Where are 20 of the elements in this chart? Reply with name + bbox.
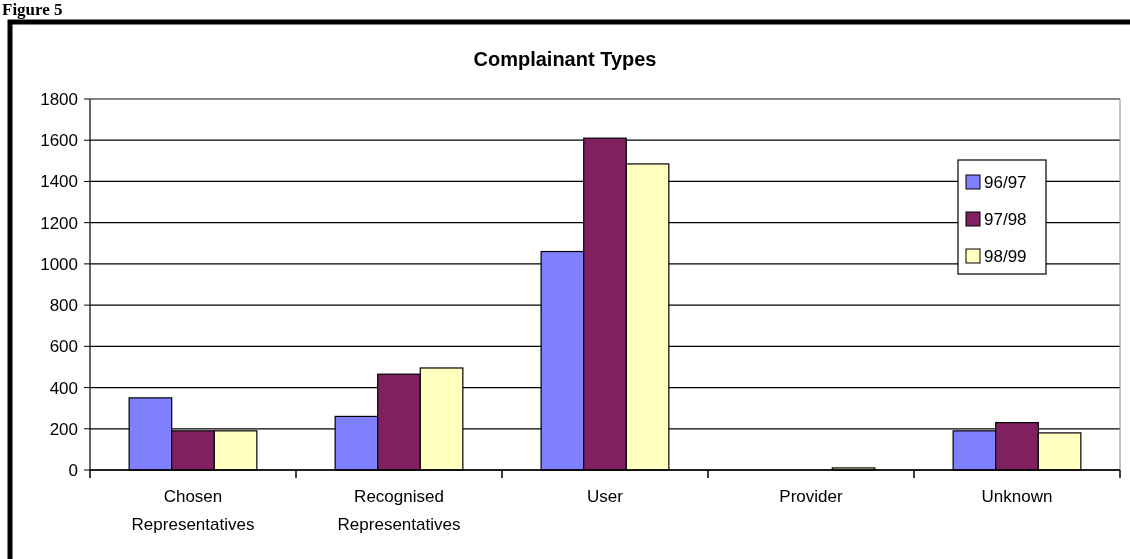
legend-label: 96/97 [984,172,1027,192]
chart-title: Complainant Types [473,48,657,70]
y-tick-label: 1600 [40,131,78,151]
caption: Figure 5 [2,0,63,19]
y-tick-label: 400 [49,378,78,398]
y-tick-label: 1000 [40,254,78,274]
x-tick-label: Provider [779,487,843,506]
y-tick-label: 1800 [40,89,78,109]
legend-label: 98/99 [984,246,1027,266]
y-tick-label: 0 [68,460,78,480]
x-tick-label: Chosen Representatives [131,487,255,534]
y-tick-label: 1400 [40,172,78,192]
x-tick-label: Recognised Representatives [337,487,461,534]
x-tick-label: User [587,487,624,506]
legend-label: 97/98 [984,209,1027,229]
y-tick-label: 200 [49,419,78,439]
x-tick-label: Unknown [981,487,1053,506]
y-tick-label: 600 [49,337,78,357]
y-tick-label: 800 [49,296,78,316]
y-tick-label: 1200 [40,213,78,233]
